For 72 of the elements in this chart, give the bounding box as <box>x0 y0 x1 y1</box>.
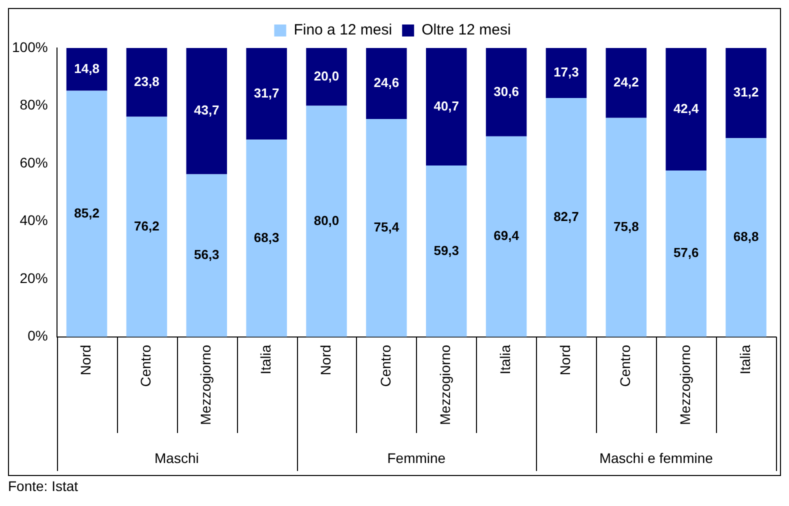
bar <box>486 48 527 136</box>
bar <box>66 48 108 91</box>
data-label: 68,8 <box>733 229 759 244</box>
x-tick-label: Italia <box>257 344 274 374</box>
y-tick-label: 0% <box>28 328 48 344</box>
data-label: 56,3 <box>194 247 220 262</box>
data-label: 42,4 <box>673 100 700 116</box>
text: Maschi e femmine <box>599 450 714 466</box>
x-tick-label: Centro <box>617 344 634 387</box>
data-label: 85,2 <box>74 205 100 220</box>
y-tick-label: 100% <box>12 38 48 55</box>
data-label: 75,4 <box>374 220 400 235</box>
x-tick-label: Centro <box>377 344 394 387</box>
x-tick-label: Italia <box>497 344 514 374</box>
bar <box>666 48 706 170</box>
bar <box>666 170 706 337</box>
x-tick-label: Nord <box>78 344 94 376</box>
bar <box>366 48 407 120</box>
bar <box>306 48 347 106</box>
bar <box>726 138 766 337</box>
bar <box>606 118 647 337</box>
x-tick-label: Mezzogiorno <box>676 344 693 426</box>
data-label: 80,0 <box>314 212 340 228</box>
data-label: 31,7 <box>254 85 280 100</box>
data-label: 23,8 <box>134 74 160 89</box>
y-tick-label: 40% <box>20 212 48 228</box>
text: Femmine <box>387 450 446 466</box>
bar <box>186 174 228 337</box>
bar <box>426 48 467 166</box>
text: Maschi <box>154 450 199 466</box>
bar <box>246 48 287 140</box>
bar <box>546 98 587 337</box>
source-note: Fonte: Istat <box>8 478 80 494</box>
bar <box>546 48 587 98</box>
data-label: 43,7 <box>194 102 220 118</box>
legend-label: Oltre 12 mesi <box>422 22 511 39</box>
y-tick-label: 60% <box>20 154 48 170</box>
data-label: 31,2 <box>733 84 759 100</box>
data-label: 57,6 <box>673 245 699 260</box>
bar <box>606 48 647 118</box>
data-label: 75,8 <box>614 218 639 234</box>
bar <box>486 136 527 337</box>
x-tick-label: Mezzogiorno <box>437 344 454 426</box>
data-label: 20,0 <box>314 68 340 84</box>
data-label: 17,3 <box>554 64 579 80</box>
data-label: 14,8 <box>74 60 100 76</box>
data-label: 40,7 <box>434 98 460 114</box>
bar <box>66 90 108 337</box>
bar <box>306 106 347 337</box>
bar <box>426 166 467 337</box>
data-label: 24,2 <box>614 74 639 90</box>
x-tick-label: Nord <box>317 344 334 376</box>
bar <box>246 140 287 337</box>
data-label: 76,2 <box>134 218 160 234</box>
bar <box>366 119 407 337</box>
y-tick-label: 80% <box>20 96 48 113</box>
x-tick-label: Mezzogiorno <box>198 344 214 426</box>
x-tick-label: Italia <box>736 344 753 374</box>
x-tick-label: Centro <box>138 344 154 387</box>
data-label: 68,3 <box>254 230 280 245</box>
legend-label: Fino a 12 mesi <box>294 22 392 39</box>
data-label: 82,7 <box>554 208 579 224</box>
bar <box>126 48 168 117</box>
data-label: 30,6 <box>494 84 519 99</box>
bar <box>186 48 228 174</box>
data-label: 69,4 <box>494 228 520 244</box>
y-tick-label: 20% <box>20 270 48 286</box>
bar <box>726 48 766 138</box>
bar <box>126 116 168 337</box>
x-tick-label: Nord <box>557 344 574 376</box>
data-label: 24,6 <box>374 75 400 90</box>
data-label: 59,3 <box>434 242 460 258</box>
